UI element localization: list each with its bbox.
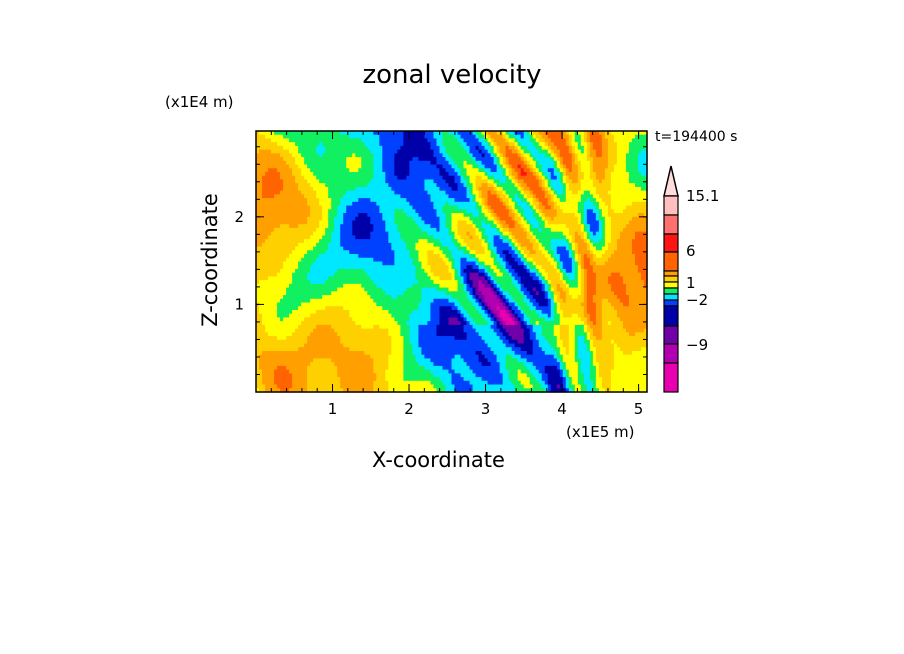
contour-field [256, 131, 648, 393]
plot-window: zonal velocity (x1E4 m) t=194400 s (x1E5… [0, 0, 904, 654]
contour-plot: 1 2 3 4 512 15.161−2−9 [0, 0, 904, 654]
